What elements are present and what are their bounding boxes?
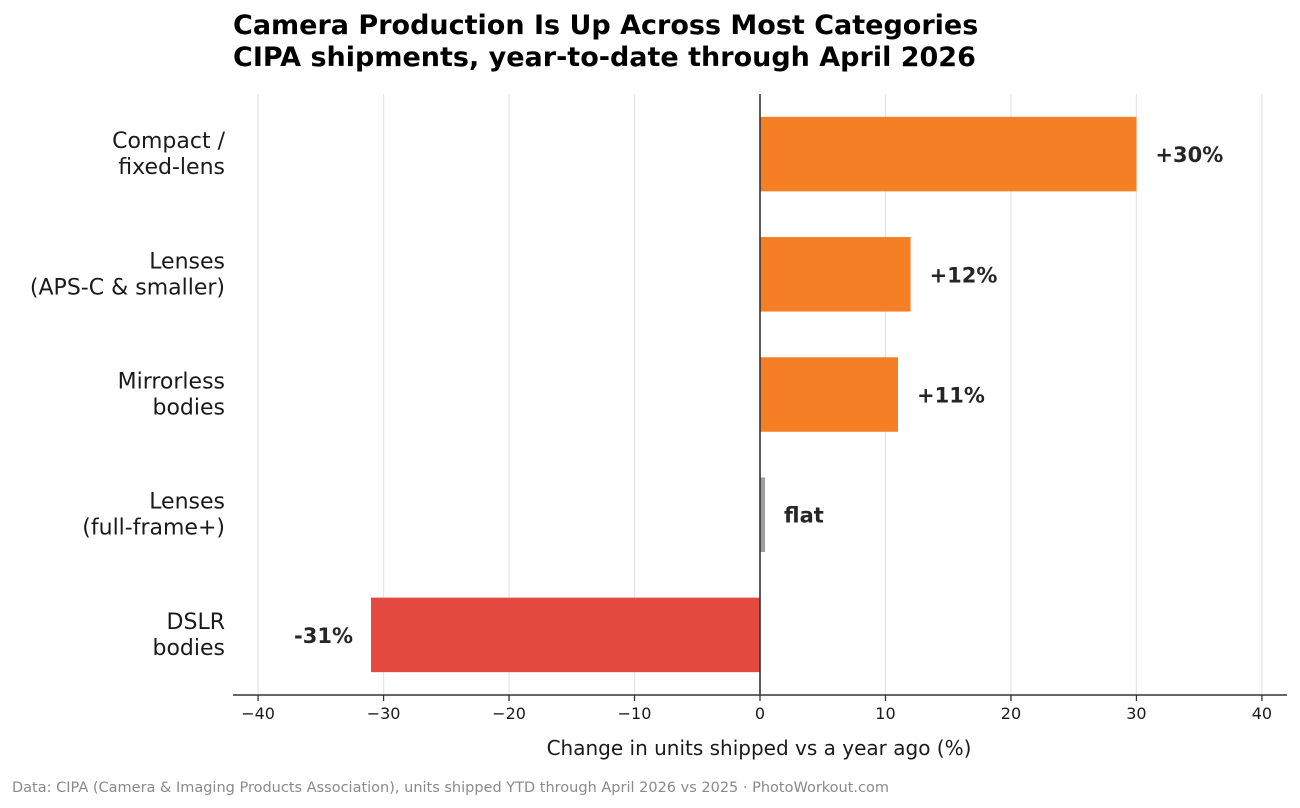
x-tick-label: −10: [618, 704, 652, 723]
category-label-0-line-1: fixed-lens: [118, 155, 225, 180]
bars: [371, 116, 1137, 673]
bar-3: [760, 477, 766, 552]
category-label-1-line-0: Lenses: [149, 249, 225, 274]
category-label-0-line-0: Compact /: [112, 129, 225, 154]
data-labels: +30% +12% +11% flat -31%: [294, 143, 1223, 648]
category-label-3-line-1: (full-frame+): [82, 516, 225, 541]
x-tick-label: 0: [755, 704, 765, 723]
category-label-3-line-0: Lenses: [149, 490, 225, 515]
chart-title-line-2: CIPA shipments, year-to-date through Apr…: [233, 42, 976, 73]
x-axis-label: Change in units shipped vs a year ago (%…: [547, 736, 972, 760]
category-label-4-line-0: DSLR: [167, 610, 225, 635]
category-label-1-line-1: (APS-C & smaller): [30, 275, 225, 300]
x-tick-labels: −40 −30 −20 −10 0 10 20 30 40: [241, 695, 1272, 723]
bar-0: [760, 116, 1137, 192]
x-tick-label: −30: [367, 704, 401, 723]
data-label-3: flat: [784, 504, 824, 528]
chart-title-line-1: Camera Production Is Up Across Most Cate…: [233, 10, 978, 41]
x-tick-label: 20: [1001, 704, 1021, 723]
source-note: Data: CIPA (Camera & Imaging Products As…: [12, 780, 889, 796]
data-label-1: +12%: [930, 263, 998, 287]
category-label-4-line-1: bodies: [153, 636, 226, 661]
data-label-0: +30%: [1155, 143, 1223, 167]
data-label-4: -31%: [294, 624, 353, 648]
bar-1: [760, 237, 911, 312]
bar-4: [371, 597, 760, 673]
x-tick-label: 40: [1252, 704, 1272, 723]
bar-2: [760, 357, 899, 432]
x-tick-label: 10: [875, 704, 895, 723]
data-label-2: +11%: [917, 384, 985, 408]
category-label-2-line-1: bodies: [153, 396, 226, 421]
x-tick-label: −20: [492, 704, 526, 723]
x-tick-label: 30: [1126, 704, 1146, 723]
x-tick-label: −40: [241, 704, 275, 723]
category-label-2-line-0: Mirrorless: [118, 370, 225, 395]
